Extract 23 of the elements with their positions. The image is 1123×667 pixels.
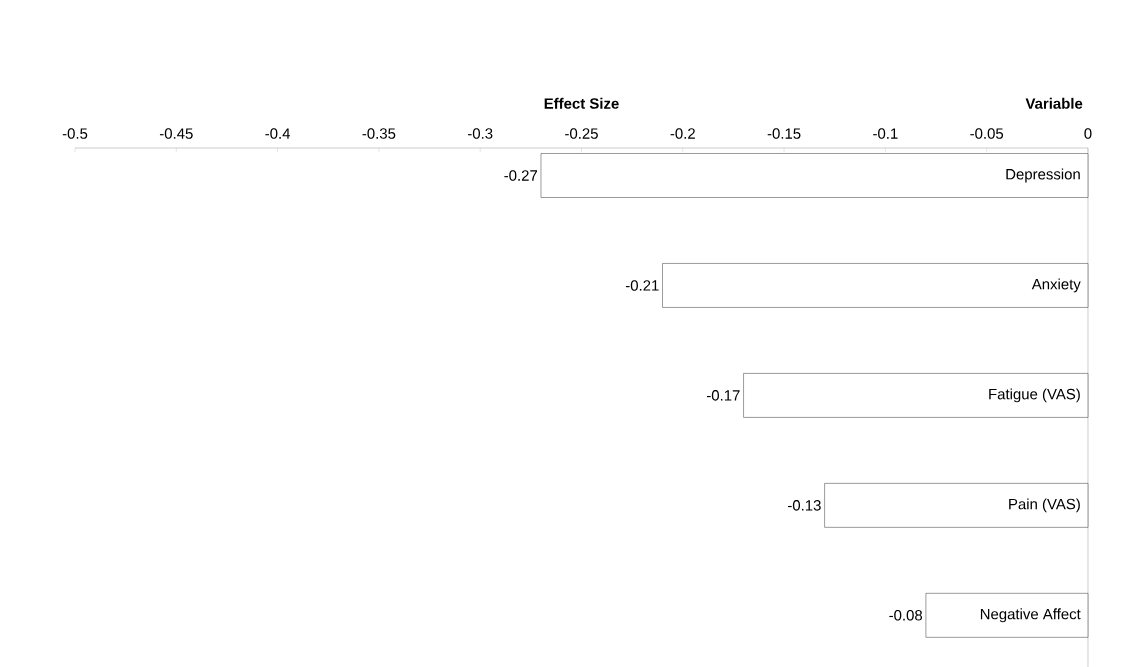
x-tick-label: -0.4	[265, 128, 291, 139]
x-tick-label: -0.05	[970, 128, 1004, 139]
y-tick-label: Pain (VAS)	[1009, 498, 1080, 513]
x-tick-label: -0.2	[670, 128, 695, 139]
x-tick-label: 0	[1084, 128, 1092, 139]
y-tick-label: Depression	[1006, 168, 1080, 183]
data-label: -0.17	[706, 390, 740, 401]
y-tick-label: Negative Affect	[980, 608, 1081, 623]
data-label: -0.13	[788, 499, 821, 511]
y-tick-label: Anxiety	[1031, 278, 1081, 293]
data-label: -0.21	[625, 280, 659, 291]
data-label: -0.27	[504, 170, 538, 181]
data-label: -0.08	[889, 609, 923, 621]
x-tick-label: -0.5	[62, 128, 88, 139]
y-tick-label: Fatigue (VAS)	[989, 388, 1080, 403]
x-tick-label: -0.3	[467, 128, 493, 139]
x-axis-title: Effect Size	[544, 97, 619, 109]
x-tick-label: -0.1	[873, 128, 898, 139]
x-tick-label: -0.15	[767, 128, 801, 139]
x-tick-label: -0.25	[565, 128, 598, 139]
x-tick-label: -0.35	[362, 128, 396, 139]
x-tick-label: -0.45	[159, 128, 193, 139]
y-axis-title: Variable	[1025, 97, 1083, 109]
